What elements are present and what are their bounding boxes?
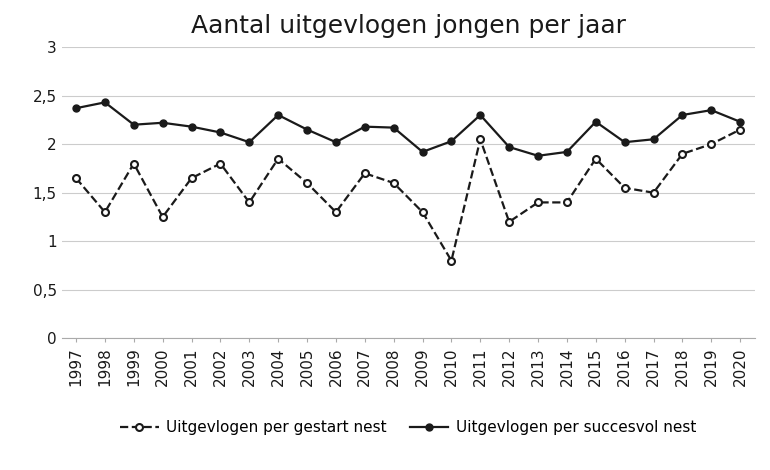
- Title: Aantal uitgevlogen jongen per jaar: Aantal uitgevlogen jongen per jaar: [191, 14, 625, 38]
- Legend: Uitgevlogen per gestart nest, Uitgevlogen per succesvol nest: Uitgevlogen per gestart nest, Uitgevloge…: [114, 414, 702, 441]
